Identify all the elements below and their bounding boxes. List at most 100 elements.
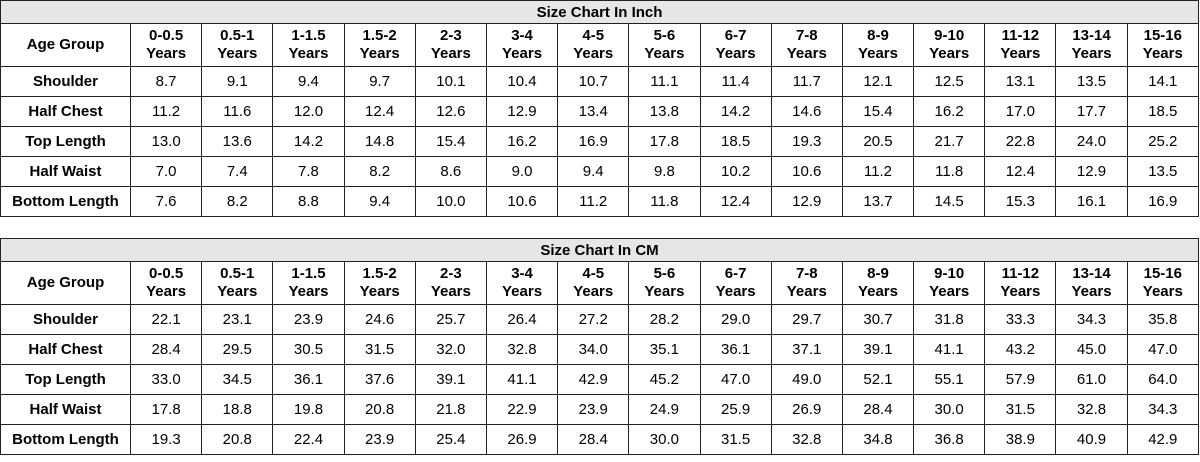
measurement-value: 36.1	[272, 364, 345, 395]
age-column-header: 0-0.5 Years	[129, 261, 203, 305]
cm-title: Size Chart In CM	[0, 238, 1199, 262]
age-unit: Years	[715, 283, 756, 300]
measurement-value: 23.1	[201, 304, 274, 335]
measurement-value: 13.8	[628, 96, 701, 127]
measurement-value: 11.8	[913, 156, 986, 187]
measurement-value: 43.2	[984, 334, 1057, 365]
measurement-value: 30.5	[272, 334, 345, 365]
measurement-value: 31.5	[343, 334, 416, 365]
measurement-value: 8.7	[129, 66, 203, 97]
measurement-value: 12.5	[913, 66, 986, 97]
age-range: 4-5	[582, 265, 605, 282]
measurement-value: 14.2	[699, 96, 772, 127]
measurement-value: 11.2	[841, 156, 915, 187]
age-range: 6-7	[724, 27, 747, 44]
age-range: 6-7	[724, 265, 747, 282]
measurement-value: 11.8	[628, 186, 701, 217]
measurement-value: 15.4	[414, 126, 487, 157]
age-column-header: 7-8 Years	[770, 261, 843, 305]
measurement-label: Half Chest	[0, 96, 131, 127]
measurement-value: 8.2	[343, 156, 416, 187]
measurement-value: 28.4	[841, 394, 915, 425]
age-range: 1.5-2	[362, 265, 397, 282]
measurement-value: 10.6	[770, 156, 843, 187]
measurement-value: 19.8	[272, 394, 345, 425]
measurement-label: Half Chest	[0, 334, 131, 365]
measurement-value: 17.8	[628, 126, 701, 157]
measurement-value: 34.3	[1126, 394, 1200, 425]
age-unit: Years	[430, 283, 471, 300]
age-unit: Years	[1000, 283, 1041, 300]
measurement-value: 7.4	[201, 156, 274, 187]
age-unit: Years	[573, 283, 614, 300]
age-group-header: Age Group	[0, 23, 131, 67]
age-column-header: 13-14 Years	[1055, 261, 1128, 305]
measurement-value: 15.4	[841, 96, 915, 127]
measurement-value: 34.0	[557, 334, 630, 365]
measurement-value: 9.0	[485, 156, 559, 187]
measurement-value: 28.4	[557, 424, 630, 455]
measurement-value: 9.7	[343, 66, 416, 97]
age-unit: Years	[359, 283, 400, 300]
size-chart-inch: Size Chart In Inch Age Group 0-0.5 Years 0.5…	[0, 0, 1200, 217]
measurement-value: 36.1	[699, 334, 772, 365]
measurement-value: 35.8	[1126, 304, 1200, 335]
age-range: 8-9	[867, 27, 889, 44]
measurement-value: 12.1	[841, 66, 915, 97]
measurement-value: 25.2	[1126, 126, 1200, 157]
age-range: 0.5-1	[220, 265, 255, 282]
measurement-value: 37.1	[770, 334, 843, 365]
measurement-value: 28.4	[129, 334, 203, 365]
measurement-value: 12.6	[414, 96, 487, 127]
age-column-header: 1-1.5 Years	[272, 261, 345, 305]
measurement-label: Shoulder	[0, 66, 131, 97]
measurement-value: 29.5	[201, 334, 274, 365]
measurement-value: 28.2	[628, 304, 701, 335]
measurement-value: 18.8	[201, 394, 274, 425]
measurement-label: Top Length	[0, 364, 131, 395]
age-range: 9-10	[934, 27, 965, 44]
table-row: Shoulder 22.1 23.1 23.9 24.6 25.7 26.4 27.2 28.2…	[0, 304, 1200, 335]
measurement-value: 13.7	[841, 186, 915, 217]
age-unit: Years	[502, 283, 543, 300]
measurement-value: 33.0	[129, 364, 203, 395]
age-column-header: 0.5-1 Years	[201, 23, 274, 67]
age-unit: Years	[1142, 45, 1183, 62]
measurement-value: 41.1	[485, 364, 559, 395]
measurement-value: 22.8	[984, 126, 1057, 157]
measurement-value: 29.7	[770, 304, 843, 335]
age-column-header: 0-0.5 Years	[129, 23, 203, 67]
measurement-value: 35.1	[628, 334, 701, 365]
measurement-value: 12.9	[485, 96, 559, 127]
measurement-value: 13.0	[129, 126, 203, 157]
measurement-value: 8.2	[201, 186, 274, 217]
measurement-value: 24.0	[1055, 126, 1128, 157]
measurement-label: Shoulder	[0, 304, 131, 335]
age-column-header: 8-9 Years	[841, 261, 915, 305]
age-unit: Years	[786, 45, 827, 62]
measurement-value: 16.2	[913, 96, 986, 127]
age-unit: Years	[573, 45, 614, 62]
measurement-value: 18.5	[699, 126, 772, 157]
measurement-value: 16.2	[485, 126, 559, 157]
measurement-value: 24.6	[343, 304, 416, 335]
measurement-value: 13.6	[201, 126, 274, 157]
measurement-value: 25.7	[414, 304, 487, 335]
measurement-value: 12.9	[770, 186, 843, 217]
measurement-value: 11.2	[129, 96, 203, 127]
measurement-label: Half Waist	[0, 156, 131, 187]
measurement-value: 19.3	[129, 424, 203, 455]
age-unit: Years	[502, 45, 543, 62]
age-column-header: 15-16 Years	[1126, 23, 1200, 67]
measurement-value: 47.0	[699, 364, 772, 395]
age-range: 13-14	[1072, 27, 1111, 44]
measurement-value: 30.0	[913, 394, 986, 425]
measurement-value: 7.6	[129, 186, 203, 217]
measurement-value: 41.1	[913, 334, 986, 365]
measurement-value: 32.8	[1055, 394, 1128, 425]
age-unit: Years	[359, 45, 400, 62]
age-range: 4-5	[582, 27, 605, 44]
measurement-value: 11.6	[201, 96, 274, 127]
measurement-value: 31.5	[984, 394, 1057, 425]
measurement-value: 23.9	[343, 424, 416, 455]
